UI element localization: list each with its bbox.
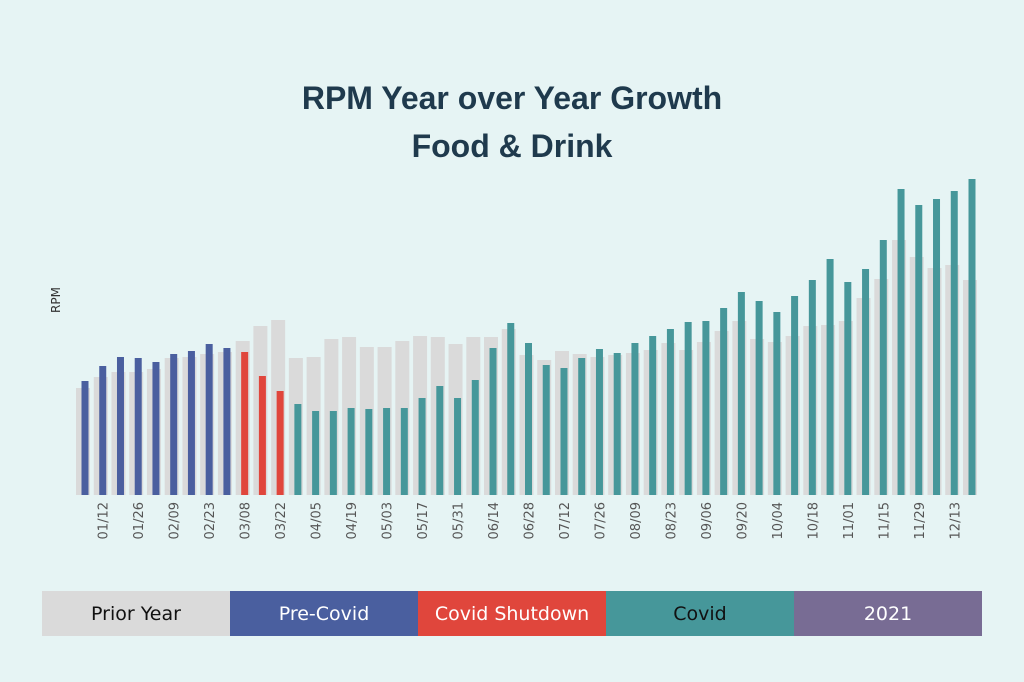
current-year-bar — [720, 308, 728, 495]
current-year-bar — [791, 296, 799, 495]
legend: Prior Year Pre-Covid Covid Shutdown Covid 20… — [42, 591, 982, 636]
x-tick-label: 02/23 — [203, 502, 218, 539]
legend-item: Prior Year — [42, 591, 230, 636]
x-tick-label: 06/28 — [523, 502, 538, 539]
x-tick-label: 05/17 — [416, 502, 431, 539]
x-tick-label: 11/29 — [913, 502, 928, 539]
current-year-bar — [578, 358, 586, 495]
current-year-bar — [400, 408, 408, 495]
current-year-bar — [134, 358, 142, 495]
x-tick-label: 07/12 — [558, 502, 573, 539]
current-year-bar — [99, 366, 107, 495]
x-tick-label: 02/09 — [168, 502, 183, 539]
current-year-bar — [950, 191, 958, 495]
current-year-bar — [879, 240, 887, 495]
current-year-bar — [631, 343, 639, 495]
current-year-bar — [808, 280, 816, 495]
current-year-bar — [418, 398, 426, 495]
current-year-bar — [613, 353, 621, 495]
current-year-bar — [116, 357, 124, 495]
current-year-bar — [666, 329, 674, 495]
current-year-bar — [187, 351, 195, 495]
x-tick-label: 03/08 — [239, 502, 254, 539]
x-tick-label: 10/18 — [806, 502, 821, 539]
legend-item: Covid Shutdown — [418, 591, 606, 636]
current-year-bar — [170, 354, 178, 495]
current-year-bar — [897, 189, 905, 495]
current-year-bar — [684, 322, 692, 495]
x-tick-label: 08/23 — [664, 502, 679, 539]
current-year-bar — [436, 386, 444, 495]
current-year-bar — [223, 348, 231, 495]
current-year-bar — [241, 352, 249, 495]
current-year-bar — [471, 380, 479, 495]
x-tick-label: 12/13 — [948, 502, 963, 539]
x-tick-label: 06/14 — [487, 502, 502, 539]
x-tick-label: 04/19 — [345, 502, 360, 539]
current-year-bar — [329, 411, 337, 495]
legend-item: 2021 — [794, 591, 982, 636]
x-tick-label: 09/06 — [700, 502, 715, 539]
x-tick-label: 10/04 — [771, 502, 786, 539]
chart-title: RPM Year over Year Growth — [301, 80, 723, 116]
current-year-bar — [294, 404, 302, 495]
x-tick-label: 03/22 — [274, 502, 289, 539]
current-year-bar — [312, 411, 320, 495]
current-year-bar — [507, 323, 515, 495]
current-year-bar — [826, 259, 834, 495]
x-tick-label: 04/05 — [310, 502, 325, 539]
legend-item: Pre-Covid — [230, 591, 418, 636]
legend-item: Covid — [606, 591, 794, 636]
x-tick-label: 11/15 — [877, 502, 892, 539]
x-tick-label: 08/09 — [629, 502, 644, 539]
current-year-bar — [454, 398, 462, 495]
current-year-bar — [702, 321, 710, 495]
current-year-bar — [542, 365, 550, 495]
current-year-bar — [525, 343, 532, 495]
x-tick-label: 05/03 — [381, 502, 396, 539]
current-year-bar — [773, 312, 781, 495]
current-year-bar — [560, 368, 568, 495]
x-tick-label: 01/26 — [132, 502, 147, 539]
current-year-bar — [595, 349, 603, 495]
x-tick-label: 07/26 — [593, 502, 608, 539]
current-year-bar — [276, 391, 284, 495]
current-year-bar — [968, 179, 976, 495]
current-year-bar — [933, 199, 941, 495]
chart-subtitle: Food & Drink — [411, 128, 613, 164]
current-year-bar — [649, 336, 657, 495]
current-year-bar — [755, 301, 763, 495]
current-year-bar — [737, 292, 745, 495]
current-year-bar — [81, 381, 89, 495]
current-year-bar — [205, 344, 213, 495]
y-axis-label: RPM — [49, 287, 63, 313]
current-year-bar — [844, 282, 852, 495]
current-year-bar — [383, 408, 391, 495]
x-tick-label: 11/01 — [842, 502, 857, 539]
current-year-bar — [489, 348, 497, 495]
current-year-bar — [915, 205, 923, 495]
x-tick-label: 09/20 — [735, 502, 750, 539]
current-year-bar — [258, 376, 266, 495]
current-year-bar — [152, 362, 160, 495]
current-year-bar — [862, 269, 870, 495]
x-tick-label: 05/31 — [452, 502, 467, 539]
current-year-bar — [347, 408, 355, 495]
current-year-bar — [365, 409, 373, 495]
x-tick-label: 01/12 — [97, 502, 112, 539]
